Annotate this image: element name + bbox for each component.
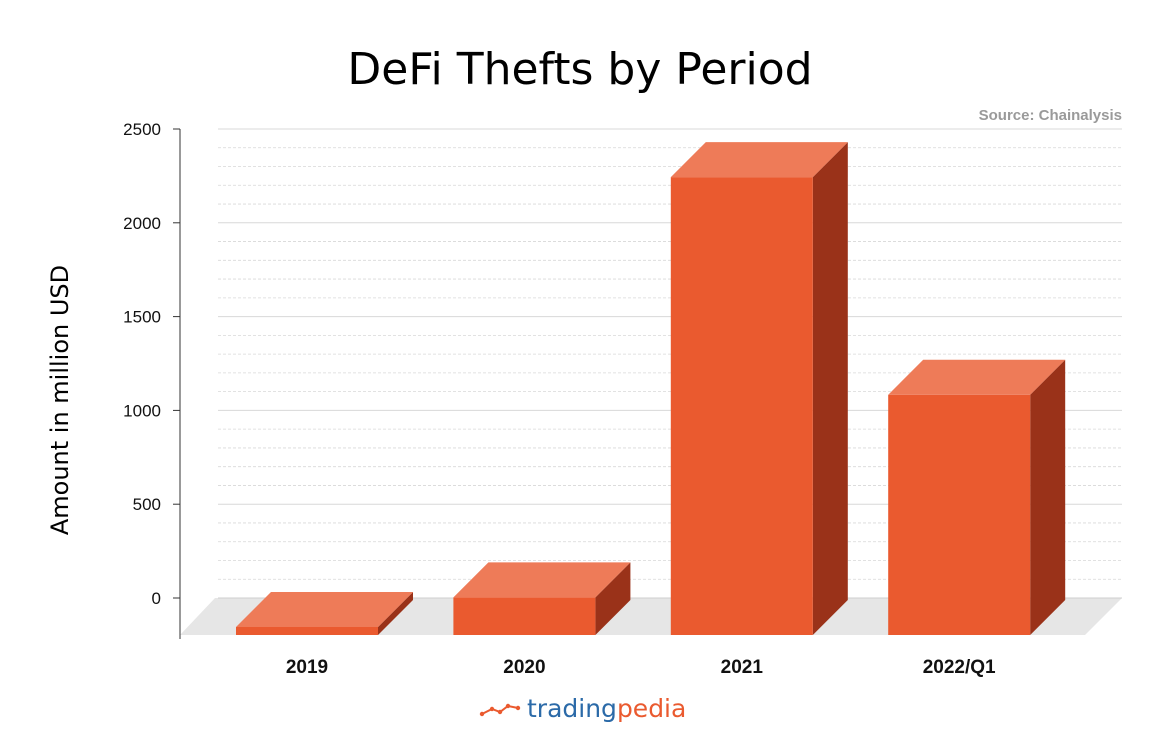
brand-logo: tradingpedia bbox=[479, 694, 686, 723]
bar-top bbox=[670, 142, 848, 178]
bar-side bbox=[812, 142, 848, 635]
bar-side bbox=[1030, 359, 1066, 635]
bar-top bbox=[236, 592, 413, 627]
x-tick-label: 2022/Q1 bbox=[923, 657, 996, 678]
bar-side bbox=[378, 592, 413, 635]
floor-plane bbox=[180, 598, 1122, 635]
trend-line-icon bbox=[479, 703, 521, 717]
svg-text:tradingpedia: tradingpedia bbox=[527, 694, 686, 723]
y-tick-label: 2500 bbox=[123, 120, 161, 139]
brand-name-pedia: pedia bbox=[617, 694, 686, 723]
bar-front bbox=[453, 597, 596, 635]
bar-top bbox=[888, 359, 1066, 395]
bar-2022/Q1 bbox=[888, 359, 1066, 635]
x-tick-label: 2020 bbox=[503, 657, 545, 678]
y-tick-label: 2000 bbox=[123, 214, 161, 233]
y-tick-label: 0 bbox=[152, 589, 161, 608]
x-tick-label: 2019 bbox=[286, 657, 328, 678]
y-axis: 0 500 1000 1500 2000 2500 bbox=[123, 120, 181, 639]
bar-front bbox=[888, 394, 1031, 635]
bars bbox=[236, 142, 1066, 635]
y-tick-label: 1500 bbox=[123, 308, 161, 327]
bar-2020 bbox=[453, 562, 631, 635]
bar-front bbox=[670, 177, 813, 635]
bar-2019 bbox=[236, 592, 413, 635]
chart-floor bbox=[180, 598, 1122, 635]
bar-side bbox=[595, 562, 631, 635]
x-axis-ticks: 2019 2020 2021 2022/Q1 bbox=[286, 657, 996, 678]
source-note: Source: Chainalysis bbox=[979, 107, 1122, 124]
bar-front bbox=[236, 627, 378, 635]
x-tick-label: 2021 bbox=[721, 657, 764, 678]
brand-name-trading: trading bbox=[527, 694, 617, 723]
chart-title: DeFi Thefts by Period bbox=[347, 44, 812, 95]
y-axis-label: Amount in million USD bbox=[46, 265, 74, 535]
bar-2021 bbox=[670, 142, 848, 635]
y-tick-label: 1000 bbox=[123, 401, 161, 420]
bar-top bbox=[453, 562, 631, 598]
y-tick-label: 500 bbox=[133, 495, 161, 514]
